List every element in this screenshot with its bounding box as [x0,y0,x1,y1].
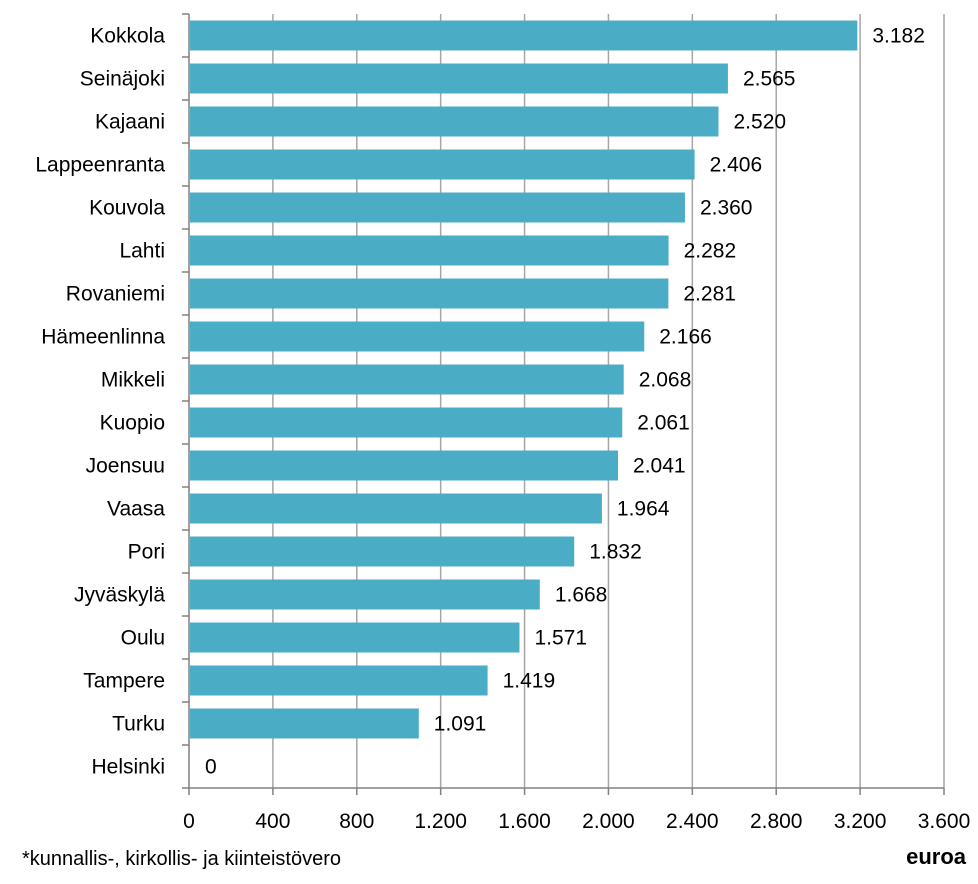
category-label: Rovaniemi [66,283,165,306]
category-label: Lahti [119,240,165,263]
bar [190,278,669,309]
category-label: Joensuu [86,455,165,478]
data-label: 0 [205,756,217,779]
bar [190,63,728,94]
x-tick-label: 400 [255,810,290,833]
category-label: Kajaani [95,111,165,134]
category-label: Seinäjoki [80,68,165,91]
bar [190,493,602,524]
data-label: 2.281 [683,283,736,306]
data-label: 2.041 [633,455,686,478]
x-tick-label: 800 [339,810,374,833]
data-label: 1.668 [555,584,608,607]
bar [190,364,624,395]
category-label: Oulu [121,627,165,650]
data-label: 2.565 [743,68,796,91]
bar [190,407,623,438]
data-label: 2.282 [684,240,737,263]
bar [190,622,520,653]
x-tick-label: 3.600 [918,810,971,833]
category-label: Vaasa [107,498,165,521]
bar [190,665,488,696]
x-tick-label: 1.200 [414,810,467,833]
category-label: Tampere [83,670,165,693]
x-axis-unit-label: euroa [906,844,966,869]
category-label: Jyväskylä [74,584,165,607]
data-label: 2.360 [700,197,753,220]
data-label: 2.166 [659,326,712,349]
data-label: 2.406 [710,154,763,177]
bar [190,235,669,266]
x-tick-label: 2.000 [582,810,635,833]
footnote: *kunnallis-, kirkollis- ja kiinteistöver… [22,848,341,870]
category-label: Pori [128,541,165,564]
data-label: 2.068 [639,369,692,392]
category-label: Kokkola [90,25,165,48]
category-label: Helsinki [91,756,165,779]
data-label: 1.571 [534,627,587,650]
category-label: Turku [112,713,165,736]
category-label: Kouvola [89,197,165,220]
bar [190,708,419,739]
x-tick-label: 2.400 [666,810,719,833]
x-tick-label: 3.200 [834,810,887,833]
data-label: 2.061 [637,412,690,435]
bar [190,192,685,223]
bar [190,579,540,610]
category-label: Kuopio [100,412,165,435]
bar [190,450,619,481]
bar [190,106,719,137]
data-label: 1.964 [617,498,670,521]
data-label: 1.091 [434,713,487,736]
x-tick-label: 0 [183,810,195,833]
data-label: 1.419 [503,670,556,693]
x-tick-label: 1.600 [498,810,551,833]
x-tick-label: 2.800 [750,810,803,833]
category-label: Hämeenlinna [41,326,165,349]
data-label: 1.832 [589,541,642,564]
bar [190,536,575,567]
category-label: Lappeenranta [35,154,165,177]
bar [190,149,695,180]
data-label: 3.182 [872,25,925,48]
data-label: 2.520 [734,111,787,134]
bar [190,321,645,352]
category-label: Mikkeli [101,369,165,392]
bar [190,20,858,51]
